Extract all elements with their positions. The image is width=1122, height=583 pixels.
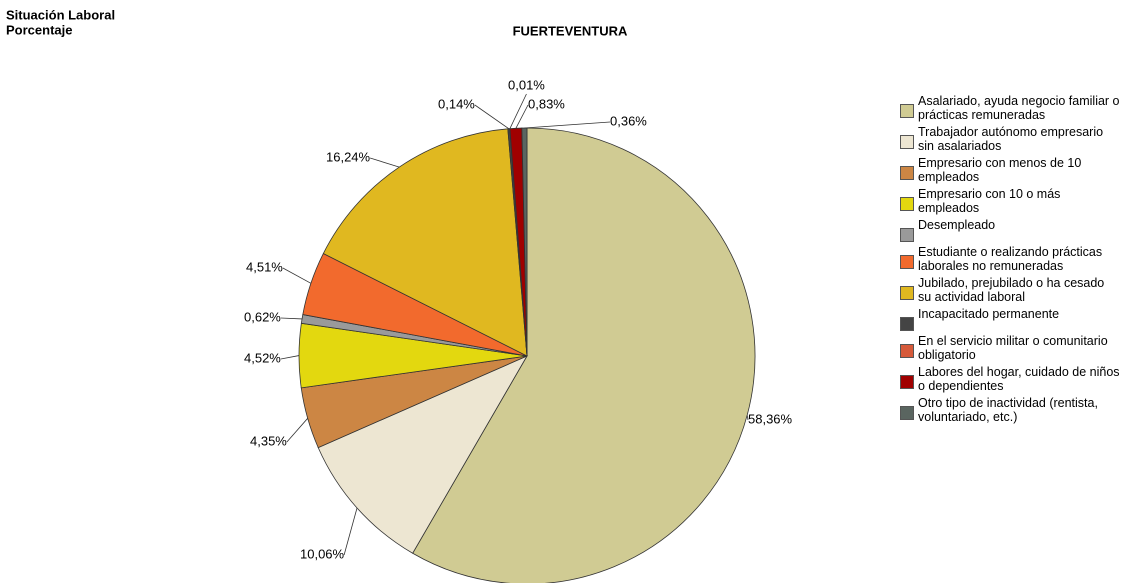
legend-swatch: [900, 104, 914, 118]
legend-item: Labores del hogar, cuidado de niños o de…: [900, 365, 1120, 393]
legend-swatch: [900, 375, 914, 389]
leader-line: [343, 507, 358, 556]
legend-item: Incapacitado permanente: [900, 307, 1120, 331]
leader-line: [280, 355, 300, 360]
legend-item: Jubilado, prejubilado o ha cesado su act…: [900, 276, 1120, 304]
heading: Porcentaje: [6, 22, 72, 37]
leader-line: [282, 267, 312, 284]
legend-label: Estudiante o realizando prácticas labora…: [918, 245, 1103, 273]
legend-item: Asalariado, ayuda negocio familiar o prá…: [900, 94, 1120, 122]
legend-label: Jubilado, prejubilado o ha cesado su act…: [918, 276, 1105, 304]
leader-line: [286, 418, 308, 443]
legend-label: Asalariado, ayuda negocio familiar o prá…: [918, 94, 1120, 122]
legend-item: Estudiante o realizando prácticas labora…: [900, 245, 1120, 273]
legend-item: Empresario con 10 o más empleados: [900, 187, 1120, 215]
data-label: 4,52%: [244, 350, 281, 365]
legend-item: Empresario con menos de 10 empleados: [900, 156, 1120, 184]
legend-swatch: [900, 255, 914, 269]
legend-swatch: [900, 135, 914, 149]
legend-item: En el servicio militar o comunitario obl…: [900, 334, 1120, 362]
legend-label: Incapacitado permanente: [918, 307, 1060, 321]
legend-label: Desempleado: [918, 218, 996, 232]
leader-line: [524, 121, 611, 129]
data-label: 0,83%: [528, 96, 565, 111]
legend-label: Empresario con menos de 10 empleados: [918, 156, 1082, 184]
leader-line: [369, 157, 400, 168]
leader-line: [746, 415, 749, 421]
data-label: 4,51%: [246, 259, 283, 274]
legend-swatch: [900, 344, 914, 358]
data-label: 58,36%: [748, 411, 793, 426]
legend-label: En el servicio militar o comunitario obl…: [918, 334, 1108, 362]
legend-swatch: [900, 317, 914, 331]
pie-slice: [412, 127, 756, 583]
data-label: 10,06%: [300, 546, 345, 561]
legend-item: Otro tipo de inactividad (rentista, volu…: [900, 396, 1120, 424]
data-label: 0,36%: [610, 113, 647, 128]
data-label: 0,14%: [438, 96, 475, 111]
legend-label: Labores del hogar, cuidado de niños o de…: [918, 365, 1120, 393]
pie-slice: [322, 128, 528, 357]
legend: Asalariado, ayuda negocio familiar o prá…: [900, 94, 1120, 427]
legend-swatch: [900, 197, 914, 211]
data-label: 4,35%: [250, 433, 287, 448]
heading: Situación Laboral: [6, 7, 115, 22]
legend-swatch: [900, 286, 914, 300]
data-label: 0,01%: [508, 77, 545, 92]
legend-swatch: [900, 406, 914, 420]
legend-label: Empresario con 10 o más empleados: [918, 187, 1061, 215]
data-label: 0,62%: [244, 309, 281, 324]
legend-swatch: [900, 166, 914, 180]
legend-item: Desempleado: [900, 218, 1120, 242]
data-label: 16,24%: [326, 149, 371, 164]
chart-title: FUERTEVENTURA: [513, 23, 628, 38]
leader-line: [474, 104, 510, 130]
legend-item: Trabajador autónomo empresario sin asala…: [900, 125, 1120, 153]
leader-line: [515, 104, 529, 129]
legend-swatch: [900, 228, 914, 242]
legend-label: Otro tipo de inactividad (rentista, volu…: [918, 396, 1098, 424]
leader-line: [509, 93, 527, 129]
leader-line: [280, 317, 303, 320]
legend-label: Trabajador autónomo empresario sin asala…: [918, 125, 1104, 153]
